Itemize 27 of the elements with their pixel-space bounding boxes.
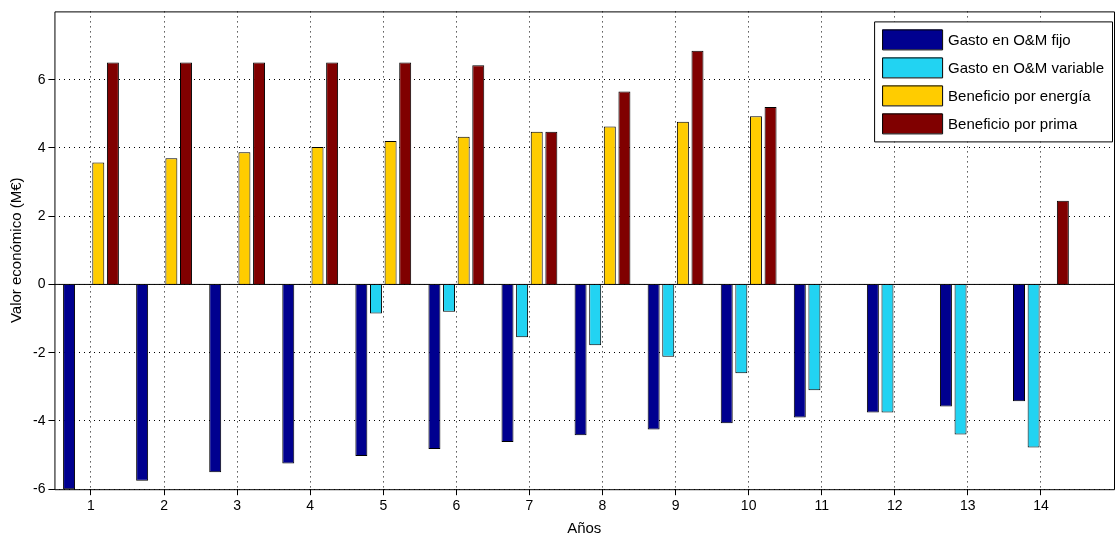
x-tick-label: 14 xyxy=(1033,497,1049,514)
x-tick-label: 5 xyxy=(379,497,388,514)
legend-label: Beneficio por prima xyxy=(948,114,1078,132)
y-axis-title: Valor económico (M€) xyxy=(7,177,25,324)
x-tick-label: 4 xyxy=(306,497,315,514)
x-tick-label: 3 xyxy=(233,497,242,514)
x-tick-label: 8 xyxy=(598,497,607,514)
y-tick-label: 0 xyxy=(37,275,46,292)
x-tick-label: 6 xyxy=(452,497,461,514)
x-tick-label: 12 xyxy=(886,497,903,514)
x-tick-label: 13 xyxy=(960,497,976,514)
y-tick-label: -2 xyxy=(33,343,46,360)
legend-label: Gasto en O&M fijo xyxy=(948,30,1071,48)
x-tick-label: 1 xyxy=(87,497,96,514)
x-tick-label: 7 xyxy=(525,497,534,514)
x-tick-label: 10 xyxy=(740,497,757,514)
y-tick-label: -4 xyxy=(33,411,46,428)
x-tick-label: 2 xyxy=(160,497,169,514)
y-tick-label: 2 xyxy=(37,207,46,224)
y-tick-label: 6 xyxy=(37,70,46,87)
x-tick-label: 9 xyxy=(671,497,680,514)
x-tick-label: 11 xyxy=(814,497,830,514)
legend-label: Gasto en O&M variable xyxy=(948,58,1104,76)
y-tick-label: 4 xyxy=(37,138,46,155)
x-axis-title: Años xyxy=(567,519,602,537)
y-tick-label: -6 xyxy=(33,480,46,497)
legend-label: Beneficio por energía xyxy=(948,86,1092,104)
